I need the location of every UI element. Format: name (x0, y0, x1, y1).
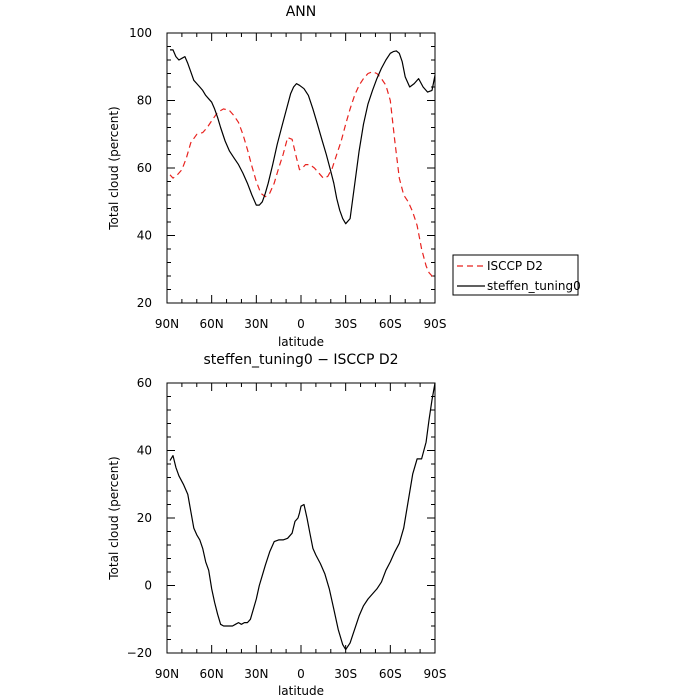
bottom-chart-title: steffen_tuning0 − ISCCP D2 (203, 352, 398, 368)
difference-panel: steffen_tuning0 − ISCCP D2 90N 60N 30N 0 30S… (107, 352, 446, 698)
bottom-y-tick-label: 20 (137, 511, 152, 525)
bottom-axes: 90N 60N 30N 0 30S 60S 90S −20 0 20 40 60 (127, 376, 447, 681)
bottom-x-tick-label: 30S (334, 667, 357, 681)
top-x-tick-label: 30S (334, 317, 357, 331)
legend-label-steffen-tuning0: steffen_tuning0 (487, 279, 581, 293)
bottom-x-tick-label: 90S (424, 667, 447, 681)
bottom-x-tick-label: 30N (244, 667, 268, 681)
bottom-y-tick-label: 40 (137, 444, 152, 458)
bottom-y-tick-label: 0 (144, 579, 152, 593)
bottom-x-tick-label: 60N (200, 667, 224, 681)
top-x-tick-label: 90N (155, 317, 179, 331)
top-series-line-steffen-tuning0 (170, 49, 436, 225)
bottom-x-tick-label: 60S (379, 667, 402, 681)
legend: ISCCP D2 steffen_tuning0 (452, 254, 581, 296)
bottom-x-tick-label: 90N (155, 667, 179, 681)
top-plot-frame (166, 32, 436, 304)
top-axes: 90N 60N 30N 0 30S 60S 90S 20 40 60 80 100 (129, 26, 446, 331)
top-y-tick-label: 100 (129, 26, 152, 40)
bottom-y-tick-label: −20 (127, 646, 152, 660)
bottom-y-tick-label: 60 (137, 376, 152, 390)
top-x-tick-label: 60S (379, 317, 402, 331)
top-y-tick-label: 60 (137, 161, 152, 175)
top-y-tick-label: 20 (137, 296, 152, 310)
top-x-tick-label: 30N (244, 317, 268, 331)
legend-label-isccp-d2: ISCCP D2 (487, 259, 543, 273)
top-x-tick-label: 90S (424, 317, 447, 331)
top-y-axis-label: Total cloud (percent) (107, 106, 121, 230)
bottom-x-tick-label: 0 (297, 667, 305, 681)
top-x-tick-label: 60N (200, 317, 224, 331)
top-series-line-isccp-d2 (169, 71, 436, 280)
top-x-axis-label: latitude (278, 335, 324, 349)
bottom-x-axis-label: latitude (278, 684, 324, 698)
top-x-tick-label: 0 (297, 317, 305, 331)
zonal-mean-panel: ANN 90N 60N 30N 0 30S 60S 90S 20 40 60 80 100 latit… (107, 4, 446, 349)
legend-box (452, 254, 579, 296)
top-chart-title: ANN (286, 4, 317, 20)
top-y-tick-label: 40 (137, 229, 152, 243)
top-y-tick-label: 80 (137, 94, 152, 108)
bottom-y-axis-label: Total cloud (percent) (107, 456, 121, 580)
top-series-group (169, 49, 436, 280)
bottom-plot-frame (166, 382, 436, 654)
bottom-series-group (169, 382, 436, 651)
bottom-series-line-0 (169, 382, 436, 651)
